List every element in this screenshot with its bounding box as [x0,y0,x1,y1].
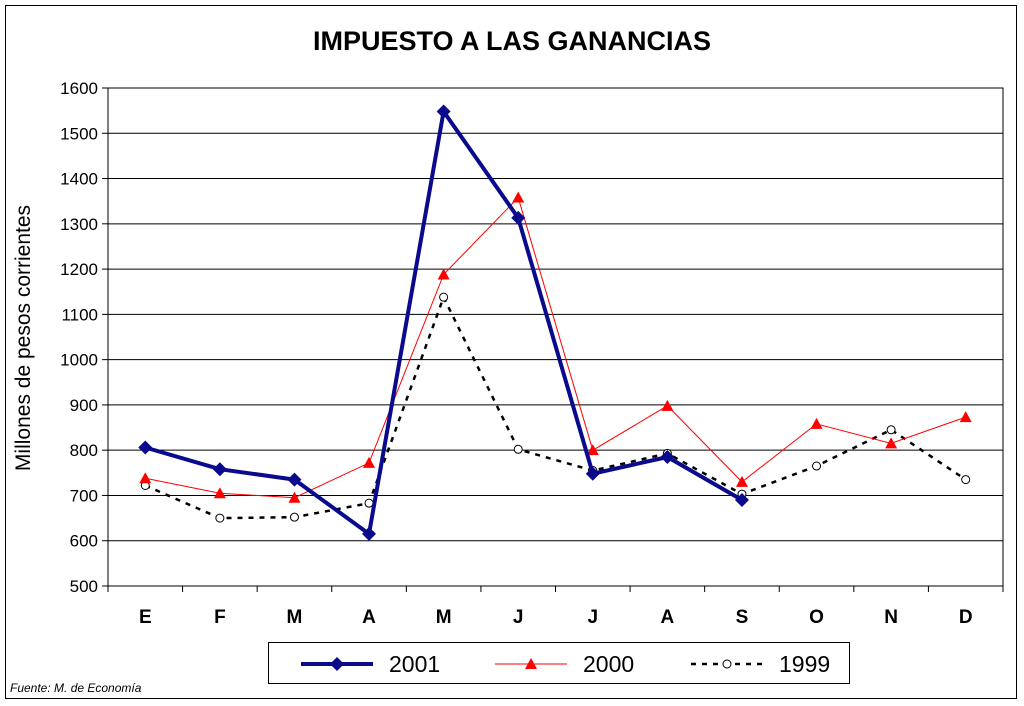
legend-swatch-2001 [301,657,373,671]
series-line-2001 [144,109,743,536]
data-point [287,472,302,487]
x-tick-label: O [809,607,824,628]
y-tick-label: 1100 [61,305,98,324]
line-chart: 500 600 700 800 900 1000 1100 1200 1300 1400 1500 1… [60,79,1004,628]
y-tick-label: 700 [70,486,98,505]
legend-swatch-2000 [495,658,567,669]
legend-label: 2001 [389,651,441,677]
gridlines [107,87,1004,587]
data-point [735,475,748,487]
data-point [885,437,898,449]
legend-label: 1999 [779,651,831,677]
x-tick-label: A [362,607,376,628]
data-point [661,399,674,411]
data-point [512,191,525,203]
source-note: Fuente: M. de Economía [10,681,142,695]
chart-frame [5,5,1017,699]
data-point [139,472,152,484]
data-point [362,526,377,541]
series-2000 [139,191,972,503]
y-tick-label: 1400 [60,170,98,189]
x-tick-label: M [287,607,303,628]
data-point [585,466,600,481]
data-point [810,417,823,429]
data-point [734,492,749,507]
data-point [513,444,523,454]
data-point [660,449,675,464]
legend-label: 2000 [583,651,635,677]
series-line-1999 [144,294,967,520]
data-point [215,513,225,523]
data-point [812,461,822,471]
data-point [138,440,153,455]
data-point [364,498,374,508]
x-tick-label: J [513,607,524,628]
x-tick-label: N [884,607,898,628]
x-tick-label: F [214,607,226,628]
x-tick-label: E [139,607,152,628]
x-tick-label: S [736,607,749,628]
y-tick-label: 1500 [60,124,98,143]
series-1999 [140,292,971,523]
x-tick-label: M [436,607,452,628]
legend: 2001 2000 1999 [268,642,850,684]
y-tick-label: 1600 [60,79,98,98]
data-point [511,210,526,225]
data-point [439,292,449,302]
legend-swatch-1999 [691,659,763,669]
x-tick-label: J [588,607,599,628]
series-2001 [138,104,749,541]
x-tick-label: D [959,607,973,628]
data-point [289,512,299,522]
y-tick-label: 500 [70,577,98,596]
data-point [212,462,227,477]
data-point [586,444,599,456]
data-point [288,491,301,503]
y-tick-label: 1000 [60,351,98,370]
y-tick-label: 600 [70,532,98,551]
x-tick-label: A [661,607,675,628]
data-point [363,456,376,468]
series-layer [138,104,972,541]
data-point [886,425,896,435]
y-tick-label: 800 [70,441,98,460]
plot-area [107,87,1004,587]
data-point [213,487,226,499]
y-axis-ticks: 500 600 700 800 900 1000 1100 1200 1300 1400 1500 1… [60,79,108,596]
data-point [437,268,450,280]
y-tick-label: 1200 [60,260,98,279]
y-tick-label: 1300 [60,215,98,234]
y-tick-label: 900 [70,396,98,415]
series-line-2000 [145,196,966,499]
data-point [959,411,972,423]
chart-title: IMPUESTO A LAS GANANCIAS [312,26,712,56]
data-point [436,104,451,119]
data-point [961,475,971,485]
